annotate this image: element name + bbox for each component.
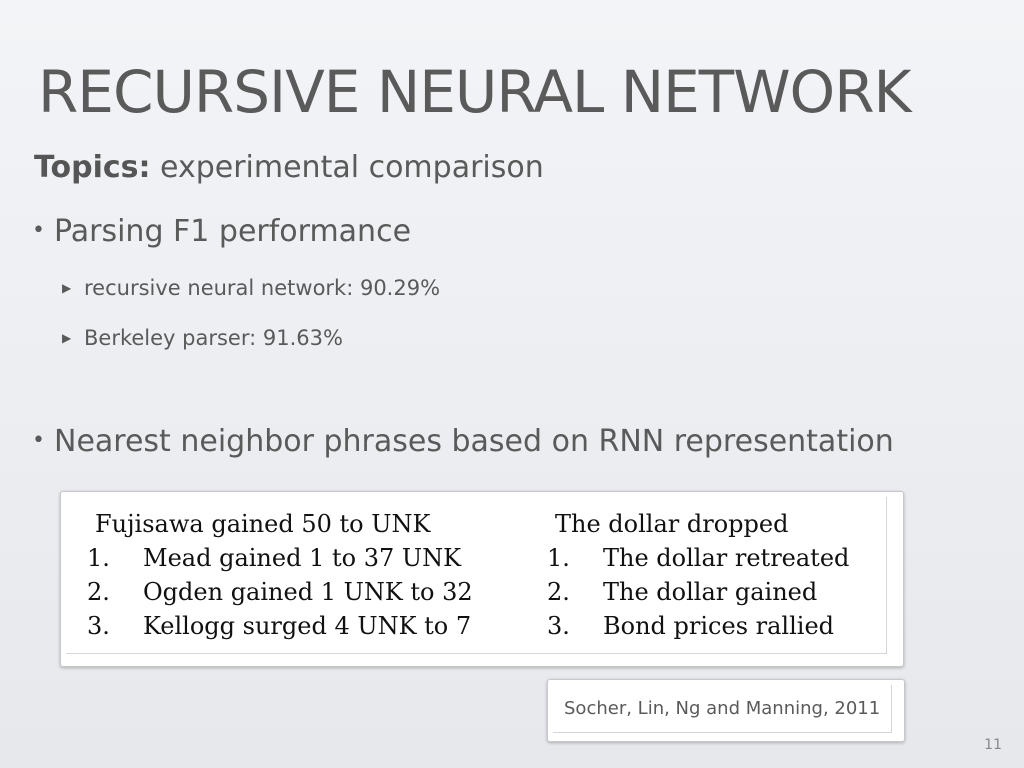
triangle-right-icon: ▶ [62,331,72,345]
bullet-dot-icon: • [32,218,45,243]
slide-title: RECURSIVE NEURAL NETWORK [38,58,912,126]
neighbor-phrase: Kellogg surged 4 UNK to 7 [143,612,472,640]
rank: 2. [87,578,110,606]
bullet-text: Nearest neighbor phrases based on RNN re… [54,424,894,459]
neighbor-row: 2. The dollar gained [547,575,849,609]
topics-line: Topics: experimental comparison [34,150,544,185]
query-phrase: The dollar dropped [555,510,789,538]
right-phrase-column: The dollar dropped 1. The dollar retreate… [547,507,849,643]
bullet-nearest-neighbor: • Nearest neighbor phrases based on RNN r… [32,424,894,459]
neighbor-row: 1. The dollar retreated [547,541,849,575]
citation-inner-frame [553,685,892,733]
bullet-dot-icon: • [32,428,45,453]
nearest-neighbor-table: Fujisawa gained 50 to UNK 1. Mead gained … [60,491,904,667]
neighbor-phrase: Mead gained 1 to 37 UNK [143,544,462,572]
sub-bullet-text: Berkeley parser: 91.63% [84,326,343,350]
triangle-right-icon: ▶ [62,281,72,295]
sub-bullet-text: recursive neural network: 90.29% [84,276,441,300]
neighbor-row: 1. Mead gained 1 to 37 UNK [87,541,473,575]
query-phrase: Fujisawa gained 50 to UNK [95,510,431,538]
neighbor-phrase: The dollar gained [603,578,818,606]
rank: 3. [87,612,110,640]
rank: 1. [547,544,570,572]
page-number: 11 [984,737,1002,753]
left-phrase-column: Fujisawa gained 50 to UNK 1. Mead gained … [87,507,473,643]
rank: 3. [547,612,570,640]
table-inner-frame [66,497,887,654]
rank: 2. [547,578,570,606]
bullet-parsing: • Parsing F1 performance [32,214,411,249]
rank: 1. [87,544,110,572]
topics-text: experimental comparison [150,150,544,185]
sub-bullet-berkeley: ▶ Berkeley parser: 91.63% [62,326,343,350]
sub-bullet-rnn: ▶ recursive neural network: 90.29% [62,276,440,300]
citation-box: Socher, Lin, Ng and Manning, 2011 [547,679,905,742]
citation-text: Socher, Lin, Ng and Manning, 2011 [564,698,881,719]
neighbor-row: 3. Bond prices rallied [547,609,849,643]
topics-label: Topics: [34,150,151,185]
neighbor-phrase: Bond prices rallied [603,612,835,640]
neighbor-phrase: Ogden gained 1 UNK to 32 [143,578,473,606]
neighbor-row: 3. Kellogg surged 4 UNK to 7 [87,609,473,643]
neighbor-row: 2. Ogden gained 1 UNK to 32 [87,575,473,609]
neighbor-phrase: The dollar retreated [603,544,850,572]
bullet-text: Parsing F1 performance [54,214,412,249]
